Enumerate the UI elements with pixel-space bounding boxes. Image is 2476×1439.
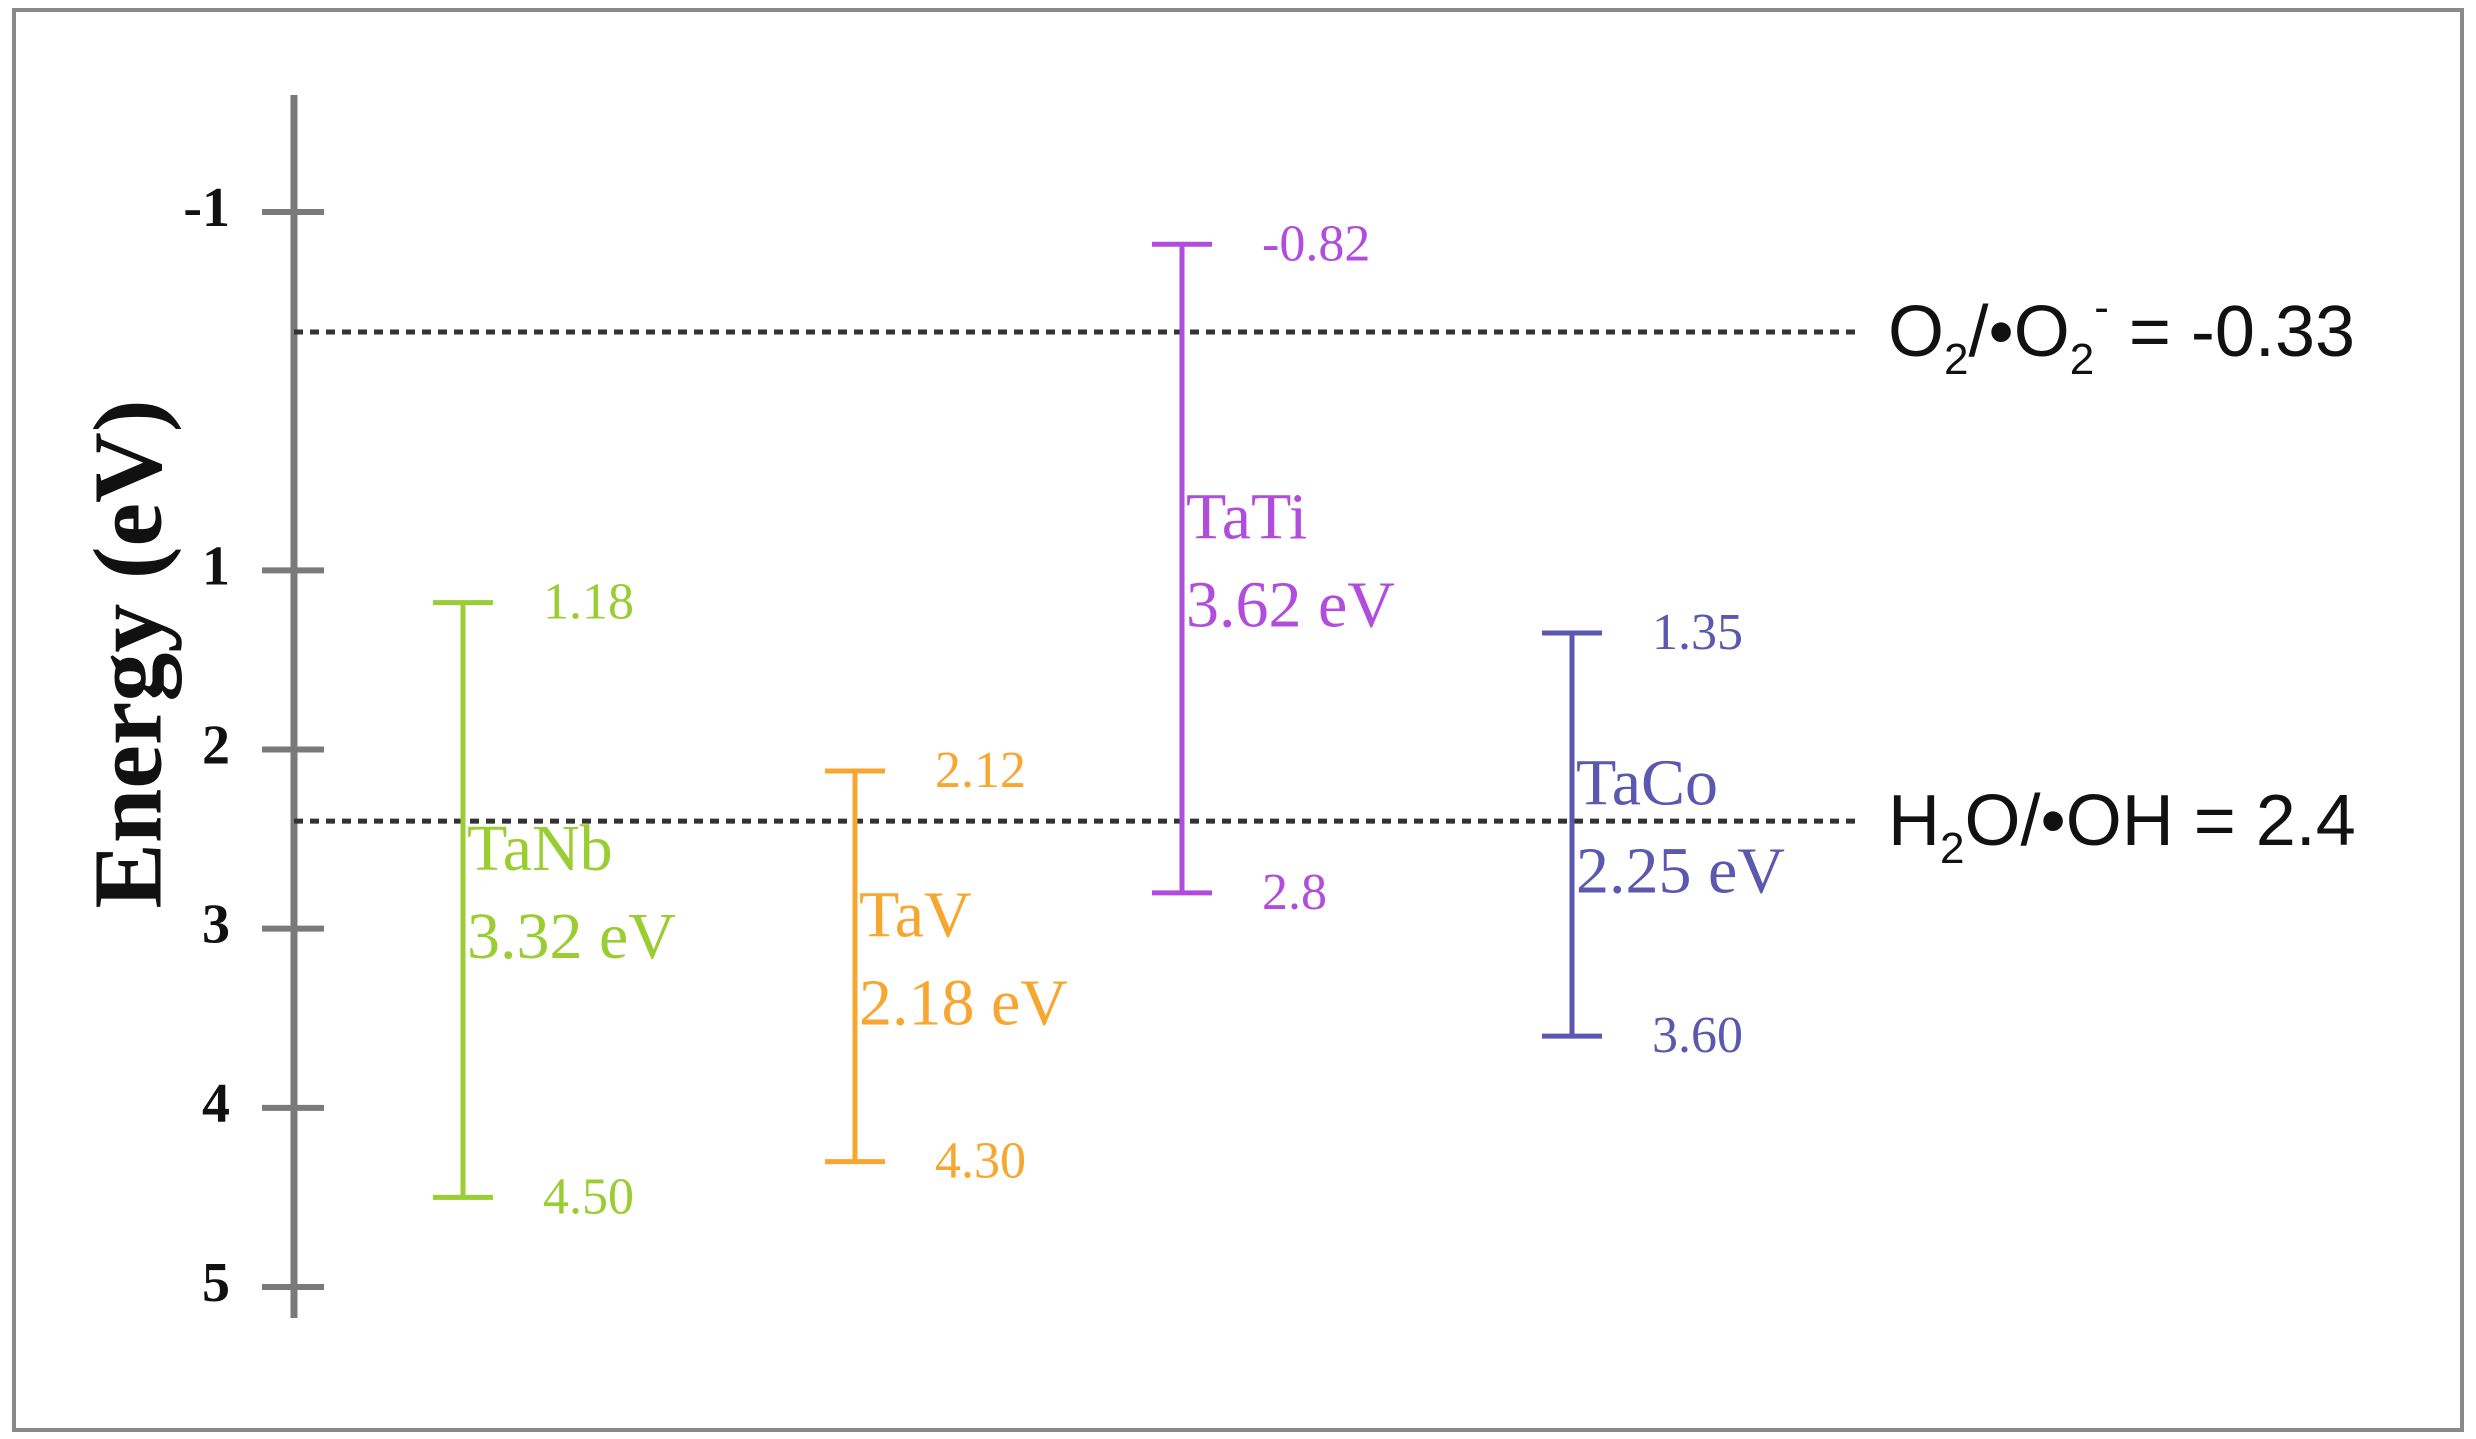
gap-label-tati: 3.62 eV (1186, 569, 1395, 642)
vb-label-tanb: 4.50 (543, 1168, 634, 1225)
y-tick-label-3: 3 (202, 894, 230, 956)
gap-label-tav: 2.18 eV (859, 966, 1068, 1039)
material-label-tav: TaV (859, 878, 972, 951)
band-tati: -0.82 2.8 TaTi 3.62 eV (1152, 215, 1395, 921)
y-tick-label-2: 2 (202, 715, 230, 777)
material-label-tanb: TaNb (467, 812, 613, 885)
reference-label-1: H2O/•OH = 2.4 (1888, 781, 2356, 873)
vb-label-taco: 3.60 (1652, 1007, 1743, 1064)
gap-label-taco: 2.25 eV (1576, 835, 1785, 908)
vb-label-tav: 4.30 (935, 1133, 1026, 1190)
cb-label-tati: -0.82 (1262, 215, 1370, 272)
y-tick-label-4: 4 (202, 1073, 230, 1135)
cb-label-taco: 1.35 (1652, 604, 1743, 661)
y-tick-label-0: -1 (183, 177, 230, 239)
band-tanb: 1.18 4.50 TaNb 3.32 eV (433, 574, 676, 1225)
reference-label-0: O2/•O2- = -0.33 (1888, 283, 2355, 384)
band-tav: 2.12 4.30 TaV 2.18 eV (825, 742, 1068, 1190)
material-label-taco: TaCo (1576, 747, 1718, 820)
material-label-tati: TaTi (1186, 481, 1307, 554)
y-axis-label: Energy (eV) (74, 400, 182, 909)
y-tick-label-5: 5 (202, 1252, 230, 1314)
band-taco: 1.35 3.60 TaCo 2.25 eV (1542, 604, 1785, 1064)
cb-label-tanb: 1.18 (543, 574, 634, 631)
vb-label-tati: 2.8 (1262, 864, 1327, 921)
cb-label-tav: 2.12 (935, 742, 1026, 799)
chart-frame (12, 8, 2464, 1432)
gap-label-tanb: 3.32 eV (467, 900, 676, 973)
y-tick-label-1: 1 (202, 535, 230, 597)
